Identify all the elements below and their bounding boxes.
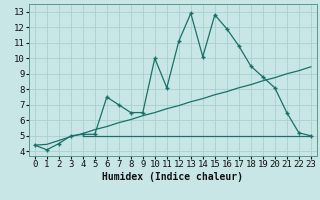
X-axis label: Humidex (Indice chaleur): Humidex (Indice chaleur) bbox=[102, 172, 243, 182]
